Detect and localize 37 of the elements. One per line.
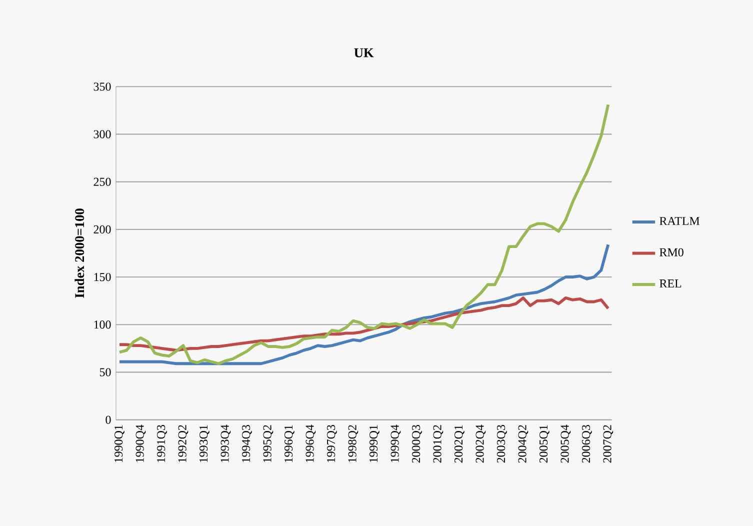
x-tick-label: 2004Q2 [518, 424, 528, 462]
y-tick-label: 350 [94, 82, 111, 90]
x-tick-label: 1996Q1 [284, 425, 294, 462]
x-tick-label: 1995Q2 [263, 424, 274, 462]
x-tick-label: 1991Q3 [157, 424, 167, 462]
x-tick-label: 1999Q1 [370, 425, 380, 462]
y-tick-label: 0 [106, 416, 111, 424]
y-tick-label: 50 [100, 368, 111, 376]
chart-title: UK [354, 48, 374, 58]
y-tick-label: 100 [94, 320, 111, 328]
x-tick-label: 1992Q2 [178, 424, 188, 462]
x-tick-label: 1998Q2 [348, 424, 358, 462]
x-tick-label: 1993Q1 [200, 425, 210, 462]
x-tick-label: 2007Q2 [603, 424, 614, 462]
x-tick-label: 1994Q3 [242, 424, 252, 462]
x-tick-label: 2006Q3 [582, 424, 592, 462]
x-tick-label: 2002Q1 [454, 425, 464, 462]
y-tick-label: 300 [94, 130, 111, 138]
y-tick-label: 150 [94, 272, 111, 281]
x-tick-label: 1997Q3 [327, 424, 337, 462]
x-tick-label: 1999Q4 [390, 424, 401, 462]
legend-label: RATLM [660, 216, 700, 225]
x-tick-label: 1993Q4 [220, 424, 231, 462]
x-tick-label: 1990Q1 [114, 425, 124, 462]
x-tick-label: 2005Q1 [539, 425, 550, 462]
x-tick-label: 2005Q4 [560, 424, 571, 462]
y-tick-label: 250 [94, 178, 111, 186]
legend-label: REL [660, 279, 682, 288]
x-tick-label: 1990Q4 [136, 424, 146, 462]
legend-label: RM0 [660, 248, 684, 256]
x-tick-label: 2003Q3 [496, 424, 507, 462]
x-tick-label: 2001Q2 [433, 424, 444, 462]
x-tick-label: 2000Q3 [412, 424, 422, 462]
y-tick-label: 200 [94, 225, 111, 234]
x-tick-label: 2002Q4 [476, 424, 486, 462]
x-tick-label: 1996Q4 [306, 424, 316, 462]
y-axis-title: Index 2000=100 [74, 208, 84, 298]
